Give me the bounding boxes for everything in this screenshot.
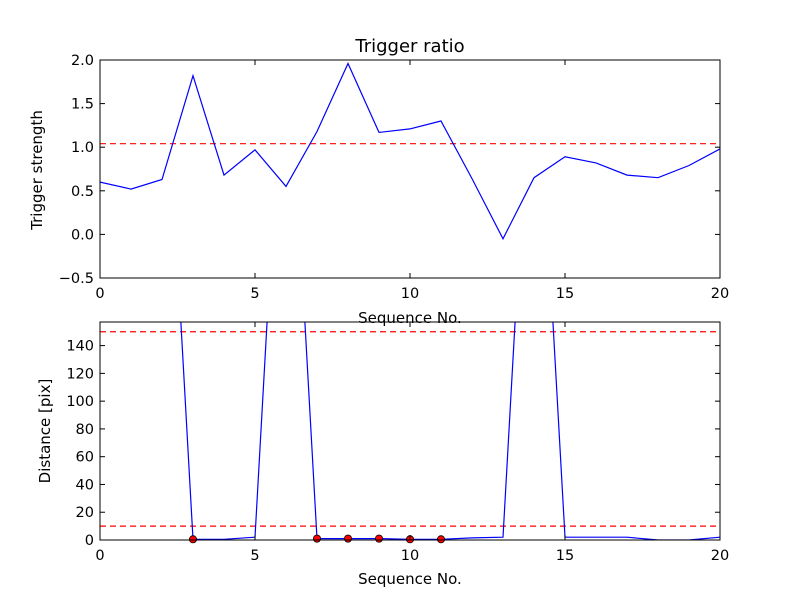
x-tick-label: 15 (556, 548, 574, 564)
y-tick-label: 80 (76, 422, 94, 438)
data-point-marker (188, 535, 197, 544)
trigger-ratio-chart: Trigger ratio Sequence No. Trigger stren… (28, 36, 729, 327)
data-point-marker (436, 535, 445, 544)
y-tick-label: 0.5 (71, 184, 94, 200)
x-tick-label: 15 (556, 286, 574, 302)
x-axis-label: Sequence No. (358, 570, 462, 588)
y-tick-label: 2.0 (71, 53, 94, 69)
y-tick-label: 140 (66, 339, 94, 355)
x-tick-label: 0 (95, 286, 104, 302)
distance-chart: Sequence No. Distance [pix] 0 5 10 15 20 0 20 4… (36, 321, 729, 588)
y-tick-label: 60 (76, 450, 94, 466)
x-tick-label: 10 (401, 548, 419, 564)
y-tick-label: 20 (76, 505, 94, 521)
data-point-marker (374, 534, 383, 543)
y-tick-label: 1.5 (71, 97, 94, 113)
series-line (100, 62, 720, 241)
data-point-marker (312, 534, 321, 543)
data-point-marker (343, 534, 352, 543)
x-tick-label: 20 (711, 548, 729, 564)
y-tick-label: 120 (66, 366, 94, 382)
y-tick-label: 1.0 (71, 140, 94, 156)
y-tick-label: 100 (66, 394, 94, 410)
y-tick-label: −0.5 (59, 271, 94, 287)
x-tick-label: 5 (250, 548, 259, 564)
y-tick-label: 0.0 (71, 227, 94, 243)
x-tick-label: 20 (711, 286, 729, 302)
y-tick-label: 40 (76, 477, 94, 493)
y-axis-label: Distance [pix] (36, 379, 54, 484)
chart-title: Trigger ratio (354, 36, 464, 57)
y-axis-label: Trigger strength (28, 110, 46, 231)
x-tick-label: 5 (250, 286, 259, 302)
y-tick-label: 0 (85, 533, 94, 549)
x-tick-label: 0 (95, 548, 104, 564)
x-tick-label: 10 (401, 286, 419, 302)
